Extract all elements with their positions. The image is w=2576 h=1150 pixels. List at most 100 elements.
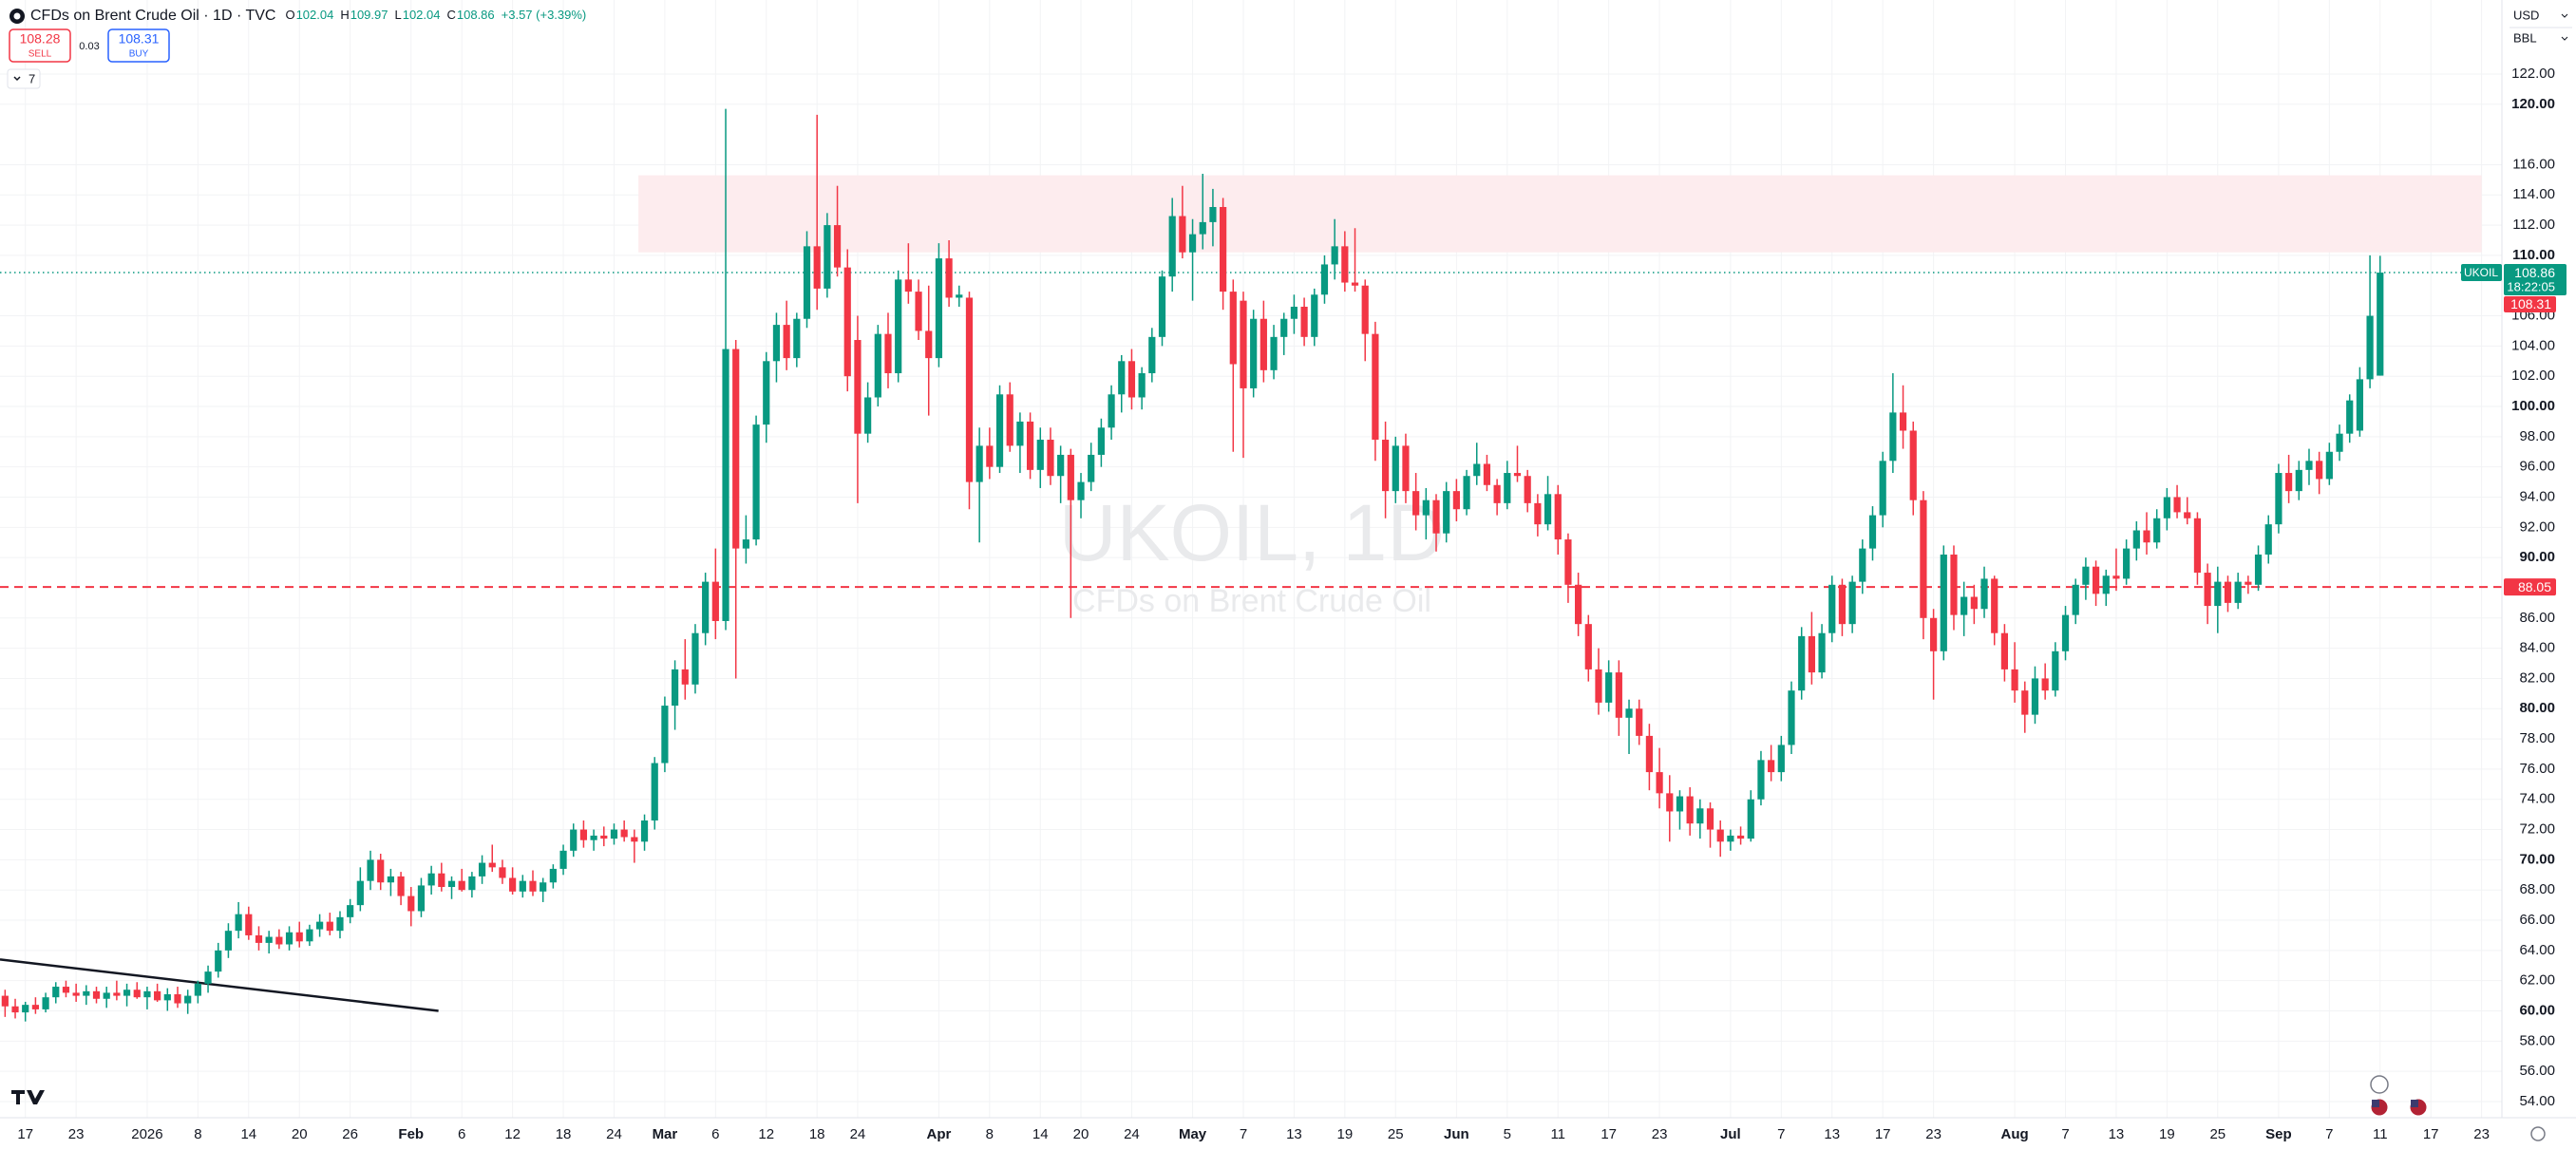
candle-body (549, 868, 557, 883)
candle-body (407, 895, 415, 912)
chevron (2561, 36, 2568, 41)
x-tick-label: May (1179, 1126, 1207, 1142)
candle-body (1077, 481, 1085, 500)
candle-body (499, 867, 506, 878)
sell-button[interactable]: 108.28 SELL (9, 28, 71, 63)
candle-body (1108, 394, 1115, 428)
candle-body (1138, 373, 1146, 398)
event-icon[interactable] (2370, 1075, 2389, 1094)
candle-body (1889, 412, 1897, 462)
candle-body (1584, 624, 1592, 669)
chevron[interactable] (13, 76, 21, 82)
candle-body (2234, 581, 2242, 603)
candle-body (1838, 584, 1847, 625)
candle-body (2163, 497, 2170, 518)
x-tick-label: 13 (1824, 1126, 1840, 1142)
candle-body (772, 325, 781, 362)
time-axis-bg (0, 1118, 2576, 1150)
candle-body (1351, 282, 1359, 286)
currency[interactable]: USD (2513, 8, 2539, 22)
y-tick-label: 66.00 (2519, 912, 2555, 928)
candle-body (2346, 400, 2354, 434)
candle-body (215, 950, 222, 972)
candle-body (2366, 315, 2374, 380)
candle-body (945, 258, 953, 298)
candle-body (2377, 273, 2384, 376)
candle-body (1666, 793, 1674, 812)
candle-body (1199, 221, 1206, 235)
candle-body (1777, 745, 1785, 773)
x-tick-label: Mar (653, 1126, 678, 1142)
x-tick-label: 5 (1504, 1126, 1511, 1142)
y-tick-label: 76.00 (2519, 761, 2555, 777)
candle-body (2153, 518, 2161, 543)
candle-body (1026, 421, 1034, 470)
symbol-tag (2461, 264, 2502, 282)
buy-price-label: 108.31 (2510, 296, 2551, 311)
sell-price[interactable]: 108.28 (20, 31, 61, 47)
price-axis-bg (2502, 0, 2576, 1150)
logo[interactable] (11, 1090, 45, 1104)
candle-body (42, 997, 49, 1009)
candle-body (1736, 835, 1745, 839)
candle-body (347, 905, 354, 917)
buy-button[interactable]: 108.31 BUY (107, 28, 170, 63)
y-tick-label: 92.00 (2519, 518, 2555, 535)
candle-body (2254, 554, 2263, 585)
candle-body (2082, 566, 2090, 585)
candle-body (2193, 518, 2202, 574)
y-tick-label: 82.00 (2519, 669, 2555, 686)
indicators-box[interactable] (7, 68, 41, 89)
candle-body (579, 829, 588, 840)
indicators-toggle[interactable]: 7 (7, 68, 41, 89)
candle-body (803, 246, 811, 319)
unit[interactable]: BBL (2513, 30, 2537, 45)
sell-label[interactable]: SELL (28, 49, 52, 60)
settings-icon[interactable] (2530, 1126, 2546, 1141)
candle-body (326, 921, 333, 932)
change: +3.57 (+3.39%) (502, 8, 587, 22)
candle-body (2356, 379, 2364, 431)
candle-body (103, 992, 110, 999)
x-tick-label: 26 (342, 1126, 358, 1142)
indicators-count[interactable]: 7 (28, 71, 35, 85)
candle-body (2011, 669, 2018, 691)
candle-body (995, 394, 1004, 467)
x-tick-label: 23 (2473, 1126, 2490, 1142)
candle-body (1088, 454, 1095, 482)
y-tick-label: 114.00 (2512, 186, 2555, 202)
sell-box[interactable] (9, 28, 71, 63)
x-tick-label: 17 (1875, 1126, 1891, 1142)
candle-body (2224, 581, 2232, 603)
candle-body (1452, 491, 1460, 510)
y-tick-label: 102.00 (2511, 368, 2555, 384)
header: CFDs on Brent Crude Oil · 1D · TVC O102.0… (7, 8, 587, 89)
chevron (2561, 13, 2568, 18)
candle-body (1757, 760, 1765, 800)
candle-body (1229, 292, 1237, 365)
y-tick-label: 70.00 (2519, 851, 2555, 867)
candle-body (783, 325, 790, 359)
candle-body (1504, 473, 1511, 503)
candle-body (2204, 573, 2211, 607)
candle-body (204, 971, 212, 984)
x-tick-label: Feb (398, 1126, 424, 1142)
candle-body (1280, 318, 1288, 337)
candle-body (1270, 336, 1278, 370)
candle-body (640, 820, 649, 842)
candle-body (2021, 690, 2029, 715)
candle-body (1036, 440, 1044, 470)
candle-body (671, 669, 679, 707)
candle-body (1575, 584, 1582, 625)
x-tick-label: 17 (1601, 1126, 1617, 1142)
candle-body (843, 267, 851, 377)
y-tick-label: 74.00 (2519, 791, 2555, 807)
buy-box[interactable] (107, 28, 170, 63)
candle-body (315, 921, 324, 930)
buy-price[interactable]: 108.31 (119, 31, 160, 47)
buy-label[interactable]: BUY (129, 49, 149, 60)
candle-body (833, 225, 842, 268)
y-tick-label: 56.00 (2519, 1063, 2555, 1079)
candle-body (1636, 708, 1643, 736)
